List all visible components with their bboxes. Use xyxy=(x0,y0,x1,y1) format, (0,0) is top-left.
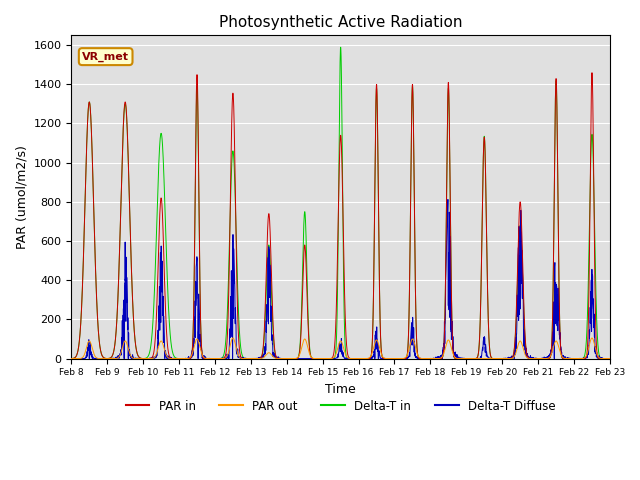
Text: VR_met: VR_met xyxy=(82,51,129,62)
Y-axis label: PAR (umol/m2/s): PAR (umol/m2/s) xyxy=(15,145,28,249)
Legend: PAR in, PAR out, Delta-T in, Delta-T Diffuse: PAR in, PAR out, Delta-T in, Delta-T Dif… xyxy=(121,395,561,417)
Title: Photosynthetic Active Radiation: Photosynthetic Active Radiation xyxy=(219,15,462,30)
X-axis label: Time: Time xyxy=(325,383,356,396)
